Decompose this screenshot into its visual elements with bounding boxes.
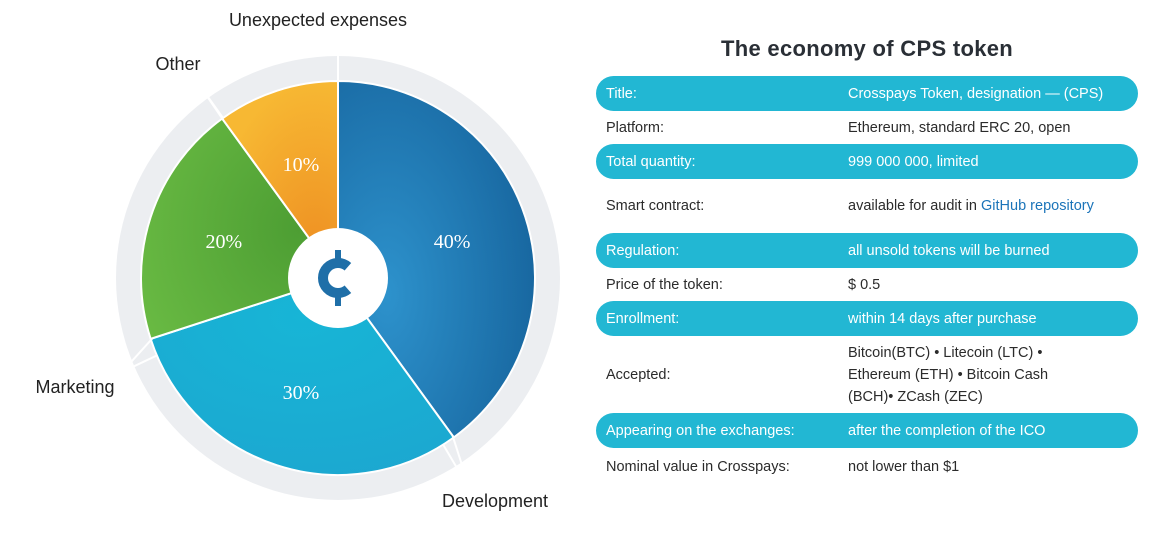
table-row: Smart contract: available for audit in G…	[596, 179, 1138, 233]
row-value: 999 000 000, limited	[848, 153, 979, 170]
row-key: Title:	[606, 85, 637, 102]
category-label-other: Other	[155, 54, 200, 74]
row-value: not lower than $1	[848, 458, 960, 475]
slice-marketing	[149, 276, 456, 476]
row-key: Accepted:	[606, 366, 671, 383]
row-value: all unsold tokens will be burned	[848, 242, 1050, 259]
leader-line	[451, 435, 471, 491]
pct-label-unexpected-expenses: 10%	[283, 154, 320, 176]
row-value: Ethereum, standard ERC 20, open	[848, 119, 1071, 136]
row-value: Crosspays Token, designation — (CPS)	[848, 85, 1104, 102]
category-label-development: Development	[442, 491, 548, 511]
table-row: Appearing on the exchanges: after the co…	[596, 413, 1138, 448]
row-key: Platform:	[606, 119, 665, 136]
row-key: Appearing on the exchanges:	[606, 422, 795, 439]
row-value: $ 0.5	[848, 276, 881, 293]
cps-coin-icon	[318, 250, 352, 306]
token-table: Title: Crosspays Token, designation — (C…	[596, 76, 1138, 485]
row-key: Smart contract:	[606, 198, 705, 214]
leader-line	[197, 82, 225, 121]
row-value: available for audit in GitHub repository	[848, 195, 1128, 217]
token-economy-panel: The economy of CPS token Title: Crosspay…	[596, 30, 1138, 485]
row-value: Bitcoin(BTC) • Litecoin (LTC) • Ethereum…	[848, 342, 1128, 408]
pct-label-marketing: 30%	[283, 382, 320, 404]
row-key: Regulation:	[606, 242, 680, 259]
table-row: Price of the token: $ 0.5	[596, 268, 1138, 301]
pie-chart-area: 40% 30% 20% 10% Development Marketing Other Une…	[35, 10, 560, 511]
table-row: Regulation: all unsold tokens will be bu…	[596, 233, 1138, 268]
slice-unexpected-expenses	[220, 79, 339, 282]
row-key: Nominal value in Crosspays:	[606, 458, 790, 475]
table-row: Platform: Ethereum, standard ERC 20, ope…	[596, 111, 1138, 144]
table-row: Accepted: Bitcoin(BTC) • Litecoin (LTC) …	[596, 336, 1138, 413]
table-title: The economy of CPS token	[720, 36, 1014, 61]
row-key: Total quantity:	[606, 153, 696, 170]
category-label-marketing: Marketing	[35, 377, 114, 397]
table-row: Enrollment: within 14 days after purchas…	[596, 301, 1138, 336]
pct-label-other: 20%	[206, 231, 243, 253]
row-value: after the completion of the ICO	[848, 422, 1046, 439]
row-value: within 14 days after purchase	[848, 310, 1037, 327]
slice-development	[337, 79, 536, 439]
pie-chart: 40% 30% 20% 10% Development Marketing Other Une…	[35, 10, 560, 511]
row-value-line: Bitcoin(BTC) • Litecoin (LTC) •	[848, 344, 1043, 361]
row-key: Price of the token:	[606, 276, 723, 293]
table-row: Title: Crosspays Token, designation — (C…	[596, 76, 1138, 111]
row-value-text: available for audit in	[848, 198, 977, 214]
row-value-line: Ethereum (ETH) • Bitcoin Cash	[848, 366, 1049, 383]
row-value-line: (BCH)• ZCash (ZEC)	[848, 388, 983, 405]
row-key: Enrollment:	[606, 310, 680, 327]
center-disc	[288, 228, 388, 328]
category-label-unexpected-expenses: Unexpected expenses	[229, 10, 407, 30]
table-row: Nominal value in Crosspays: not lower th…	[596, 448, 1138, 485]
leader-line	[121, 337, 154, 373]
pct-label-development: 40%	[434, 231, 471, 253]
table-row: Total quantity: 999 000 000, limited	[596, 144, 1138, 179]
github-repository-link[interactable]: GitHub repository	[981, 198, 1094, 214]
